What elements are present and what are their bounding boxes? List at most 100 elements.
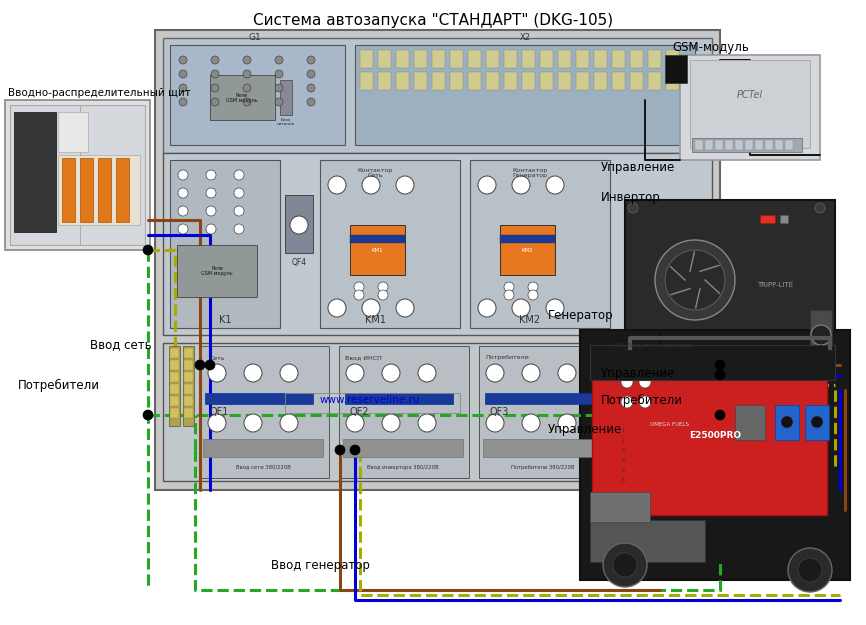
- Circle shape: [290, 216, 308, 234]
- Bar: [199, 346, 329, 478]
- Circle shape: [504, 290, 514, 300]
- Bar: [163, 38, 712, 153]
- Circle shape: [396, 299, 414, 317]
- Bar: [500, 225, 555, 275]
- Text: QF2: QF2: [350, 407, 370, 417]
- Bar: [540, 72, 553, 90]
- Circle shape: [234, 224, 244, 234]
- Bar: [500, 235, 555, 243]
- Bar: [486, 72, 499, 90]
- Bar: [170, 396, 179, 406]
- Bar: [680, 55, 820, 160]
- Bar: [14, 112, 56, 232]
- Bar: [343, 439, 463, 457]
- Bar: [666, 50, 679, 68]
- Circle shape: [512, 299, 530, 317]
- Text: X1  Разъём генератора: X1 Разъём генератора: [615, 344, 691, 349]
- Text: 4: 4: [622, 458, 624, 462]
- Circle shape: [798, 558, 822, 582]
- Bar: [590, 492, 650, 522]
- Bar: [450, 72, 463, 90]
- Text: GSM-модуль: GSM-модуль: [672, 41, 749, 54]
- Circle shape: [362, 176, 380, 194]
- Bar: [183, 346, 194, 426]
- Bar: [590, 345, 835, 380]
- Text: Ввод ИНСП: Ввод ИНСП: [345, 356, 382, 361]
- Circle shape: [206, 170, 216, 180]
- Bar: [576, 72, 589, 90]
- Bar: [479, 346, 609, 478]
- Bar: [285, 393, 460, 413]
- Bar: [775, 140, 783, 150]
- Circle shape: [205, 360, 215, 370]
- Bar: [163, 343, 712, 481]
- Bar: [285, 195, 313, 253]
- Bar: [170, 160, 280, 328]
- Circle shape: [546, 299, 564, 317]
- Circle shape: [811, 325, 831, 345]
- Circle shape: [307, 70, 315, 78]
- Circle shape: [307, 56, 315, 64]
- Circle shape: [275, 84, 283, 92]
- Circle shape: [478, 299, 496, 317]
- Bar: [378, 72, 391, 90]
- Circle shape: [628, 203, 638, 213]
- Bar: [468, 50, 481, 68]
- Bar: [355, 45, 695, 145]
- Circle shape: [178, 206, 188, 216]
- Circle shape: [715, 410, 725, 420]
- Text: TRIPP-LITE: TRIPP-LITE: [757, 282, 793, 288]
- Circle shape: [208, 364, 226, 382]
- Circle shape: [486, 414, 504, 432]
- Circle shape: [243, 56, 251, 64]
- Bar: [98, 158, 111, 222]
- Bar: [690, 60, 810, 148]
- Bar: [450, 50, 463, 68]
- Bar: [62, 158, 75, 222]
- Text: OMEGA FUELS: OMEGA FUELS: [650, 422, 689, 428]
- Circle shape: [528, 282, 538, 292]
- Bar: [116, 158, 129, 222]
- Circle shape: [244, 414, 262, 432]
- Circle shape: [639, 376, 651, 388]
- Circle shape: [143, 410, 153, 420]
- Circle shape: [206, 206, 216, 216]
- Bar: [630, 72, 643, 90]
- Circle shape: [350, 445, 360, 455]
- Bar: [760, 215, 775, 223]
- Circle shape: [178, 170, 188, 180]
- Bar: [432, 72, 445, 90]
- Bar: [486, 50, 499, 68]
- Bar: [378, 50, 391, 68]
- Text: Ввод инвертора 380/220В: Ввод инвертора 380/220В: [367, 464, 439, 469]
- Text: Управление: Управление: [601, 161, 675, 174]
- Circle shape: [362, 299, 380, 317]
- Circle shape: [206, 224, 216, 234]
- Circle shape: [621, 356, 633, 368]
- Bar: [5, 100, 150, 250]
- Bar: [184, 360, 193, 370]
- Text: 5: 5: [622, 468, 624, 472]
- Text: Потребители: Потребители: [601, 394, 683, 406]
- Circle shape: [275, 56, 283, 64]
- Bar: [320, 160, 460, 328]
- Text: QF3: QF3: [490, 407, 509, 417]
- Bar: [666, 72, 679, 90]
- Circle shape: [354, 290, 364, 300]
- Bar: [184, 384, 193, 394]
- Circle shape: [546, 176, 564, 194]
- Bar: [576, 50, 589, 68]
- Bar: [396, 72, 409, 90]
- Circle shape: [354, 282, 364, 292]
- Circle shape: [781, 416, 793, 428]
- Circle shape: [378, 290, 388, 300]
- Text: 6: 6: [622, 478, 624, 482]
- Circle shape: [613, 553, 637, 577]
- Bar: [775, 405, 799, 440]
- Circle shape: [478, 176, 496, 194]
- Bar: [203, 439, 323, 457]
- Circle shape: [504, 282, 514, 292]
- Bar: [184, 396, 193, 406]
- Text: Контактор
Генератор: Контактор Генератор: [513, 168, 547, 178]
- Text: Ввод генератор: Ввод генератор: [270, 559, 370, 571]
